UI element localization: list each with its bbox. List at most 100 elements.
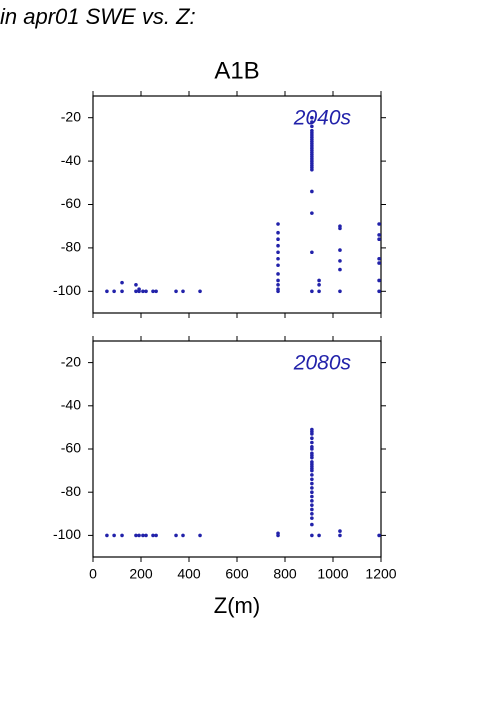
point <box>338 533 342 538</box>
point <box>310 455 314 460</box>
x-tick-label: 800 <box>273 566 297 582</box>
point <box>276 256 280 261</box>
y-tick-label: -40 <box>61 152 81 168</box>
point <box>310 516 314 520</box>
point <box>276 533 280 538</box>
point <box>181 533 185 538</box>
point <box>276 250 280 255</box>
x-tick-label: 600 <box>225 566 249 582</box>
point <box>198 289 202 294</box>
point <box>276 263 280 268</box>
point <box>338 267 342 272</box>
point <box>198 533 202 538</box>
x-tick-label: 0 <box>89 566 97 582</box>
y-tick-label: -60 <box>61 440 81 456</box>
point <box>276 243 280 248</box>
y-tick-label: -40 <box>61 397 81 413</box>
point <box>377 222 381 226</box>
point <box>377 289 381 294</box>
point <box>276 237 280 242</box>
y-tick-label: -80 <box>61 483 81 499</box>
x-tick-label: 1200 <box>365 566 396 582</box>
point <box>310 533 314 538</box>
point <box>174 533 178 538</box>
point <box>134 533 138 538</box>
point <box>105 533 109 538</box>
point <box>310 490 314 495</box>
point <box>310 432 314 436</box>
y-tick-label: -100 <box>53 282 81 298</box>
point <box>338 248 342 252</box>
point <box>377 256 381 261</box>
point <box>310 440 314 445</box>
point <box>310 473 314 477</box>
point <box>151 289 155 294</box>
point <box>276 272 280 276</box>
point <box>317 282 321 287</box>
point <box>310 124 314 129</box>
point <box>144 533 148 538</box>
point <box>276 230 280 235</box>
point <box>338 226 342 231</box>
point <box>141 533 145 538</box>
point <box>310 211 314 215</box>
point <box>137 533 141 538</box>
annotation: 2040s <box>293 107 352 130</box>
y-tick-label: -20 <box>61 353 81 369</box>
point <box>151 533 155 538</box>
y-tick-label: -60 <box>61 195 81 211</box>
point <box>317 278 321 283</box>
x-tick-label: 200 <box>129 566 153 582</box>
point <box>310 289 314 294</box>
point <box>310 120 314 124</box>
point <box>338 259 342 263</box>
point <box>377 233 381 237</box>
point <box>137 287 141 291</box>
point <box>310 507 314 512</box>
point <box>310 481 314 486</box>
point <box>310 250 314 255</box>
point <box>154 289 158 294</box>
point <box>310 468 314 473</box>
y-tick-label: -80 <box>61 239 81 255</box>
point <box>310 494 314 499</box>
point <box>310 503 314 507</box>
point <box>377 237 381 242</box>
point <box>317 533 321 538</box>
annotation: 2080s <box>293 352 352 375</box>
point <box>377 533 381 538</box>
point <box>310 447 314 451</box>
point <box>310 512 314 516</box>
point <box>317 289 321 294</box>
point <box>120 533 124 538</box>
x-axis-label: Z(m) <box>214 593 260 618</box>
point <box>310 115 314 120</box>
point <box>105 289 109 294</box>
point <box>310 189 314 194</box>
point <box>338 529 342 533</box>
chart-title: A1B <box>214 57 259 84</box>
point <box>141 289 145 294</box>
point <box>120 280 124 285</box>
point <box>112 533 116 538</box>
point <box>276 282 280 287</box>
point <box>134 289 138 294</box>
point <box>112 289 116 294</box>
point <box>181 289 185 294</box>
y-tick-label: -100 <box>53 526 81 542</box>
x-tick-label: 1000 <box>317 566 348 582</box>
point <box>144 289 148 294</box>
point <box>276 222 280 226</box>
point <box>310 167 314 172</box>
x-tick-label: 400 <box>177 566 201 582</box>
point <box>310 486 314 490</box>
point <box>154 533 158 538</box>
point <box>310 477 314 482</box>
point <box>310 522 314 527</box>
point <box>276 278 280 283</box>
point <box>276 289 280 294</box>
point <box>377 261 381 265</box>
y-tick-label: -20 <box>61 108 81 124</box>
point <box>134 282 138 287</box>
point <box>377 278 381 283</box>
